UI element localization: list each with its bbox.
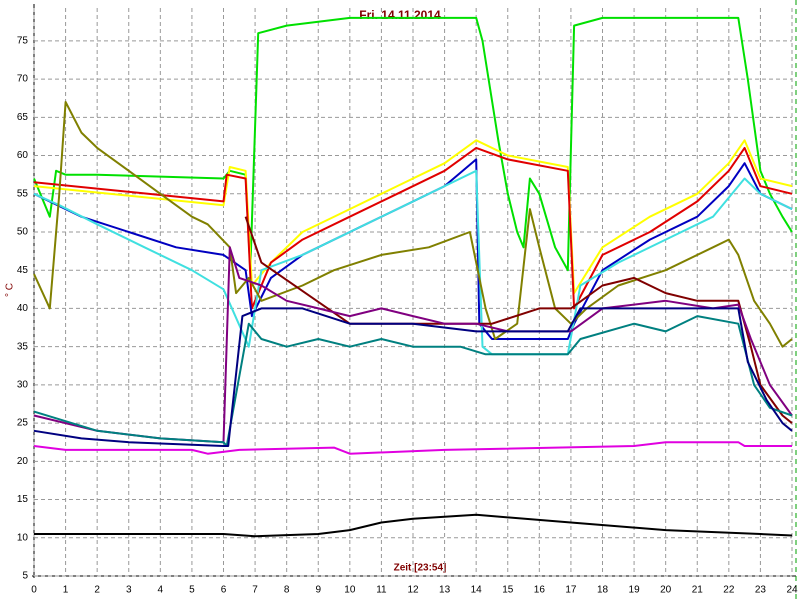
x-tick-label: 20 (660, 585, 672, 596)
series-line (33, 101, 793, 348)
series-line (33, 315, 793, 447)
series-line (33, 169, 793, 356)
series-line (33, 246, 793, 444)
x-tick-label: 19 (629, 585, 641, 596)
y-tick-label: 50 (17, 227, 29, 238)
x-axis-label: Zeit [23:54] (394, 563, 447, 574)
x-tick-label: 1 (63, 585, 69, 596)
y-tick-label: 60 (17, 150, 29, 161)
y-tick-label: 70 (17, 74, 29, 85)
y-tick-label: 40 (17, 303, 29, 314)
series-line (33, 441, 792, 455)
x-tick-label: 5 (189, 585, 195, 596)
y-tick-label: 30 (17, 380, 29, 391)
x-tick-label: 8 (284, 585, 290, 596)
x-tick-label: 16 (534, 585, 546, 596)
y-tick-label: 15 (17, 494, 29, 505)
y-tick-label: 45 (17, 265, 29, 276)
x-tick-label: 13 (439, 585, 451, 596)
x-tick-label: 12 (407, 585, 419, 596)
y-tick-label: 5 (22, 571, 28, 582)
y-axis-label: ° C (5, 283, 16, 297)
x-tick-label: 7 (252, 585, 258, 596)
x-tick-label: 18 (597, 585, 609, 596)
x-tick-label: 11 (376, 585, 387, 596)
chart-title: Fri. 14.11.2014 (359, 8, 441, 22)
x-tick-label: 9 (315, 585, 321, 596)
x-tick-label: 10 (344, 585, 356, 596)
series-line (33, 16, 793, 272)
x-tick-label: 17 (565, 585, 577, 596)
x-tick-label: 4 (158, 585, 164, 596)
series-line (33, 307, 793, 447)
x-tick-label: 2 (94, 585, 100, 596)
series-line (33, 158, 793, 340)
y-tick-label: 25 (17, 418, 29, 429)
series-line (34, 513, 793, 538)
x-tick-label: 21 (692, 585, 704, 596)
x-tick-label: 6 (221, 585, 227, 596)
y-tick-label: 35 (17, 341, 29, 352)
y-tick-label: 75 (17, 36, 29, 47)
x-tick-label: 14 (471, 585, 483, 596)
x-tick-label: 24 (786, 585, 798, 596)
x-tick-label: 15 (502, 585, 514, 596)
y-tick-label: 55 (17, 188, 29, 199)
x-tick-label: 22 (723, 585, 735, 596)
x-tick-label: 3 (126, 585, 132, 596)
y-tick-label: 10 (17, 532, 29, 543)
x-tick-label: 23 (755, 585, 767, 596)
y-tick-label: 65 (17, 112, 29, 123)
y-tick-label: 20 (17, 456, 29, 467)
x-tick-label: 0 (31, 585, 37, 596)
